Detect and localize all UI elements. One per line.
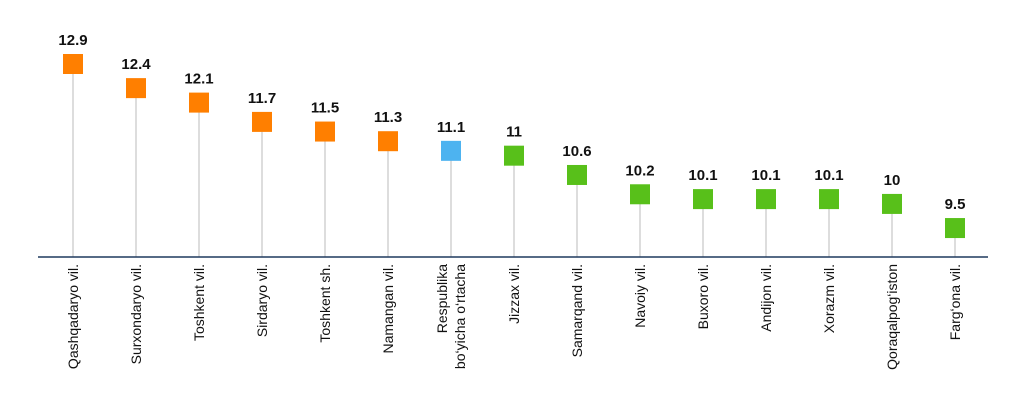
category-label: Samarqand vil. [569, 264, 585, 357]
category-label-text: Andijon vil. [758, 264, 774, 332]
category-label: Qashqadaryo vil. [65, 264, 81, 369]
data-value-label: 12.9 [58, 32, 87, 49]
data-point-marker [567, 164, 587, 185]
value-labels-group: 12.9 12.4 12.1 11.7 11.5 11.3 11.1 11 10.6 10.2 10… [58, 32, 965, 213]
category-label-text: Toshkent vil. [191, 264, 207, 341]
data-point-marker [756, 189, 776, 210]
category-label-text: Buxoro vil. [695, 264, 711, 329]
category-label-text: Qashqadaryo vil. [65, 264, 81, 369]
category-label-text: Toshkent sh. [317, 264, 333, 343]
category-label-text: Navoiy vil. [632, 264, 648, 328]
data-value-label: 10.1 [688, 167, 717, 184]
category-label: Jizzax vil. [506, 264, 522, 324]
data-value-label: 10.1 [751, 167, 780, 184]
category-label-text: Namangan vil. [380, 264, 396, 354]
category-label: Sirdaryo vil. [254, 264, 270, 337]
data-value-label: 11.1 [437, 119, 465, 136]
data-point-marker [693, 189, 713, 210]
category-label: Toshkent sh. [317, 264, 333, 343]
category-label: Toshkent vil. [191, 264, 207, 341]
data-value-label: 10.6 [562, 143, 591, 160]
category-label-text: Sirdaryo vil. [254, 264, 270, 337]
data-value-label: 10 [884, 172, 901, 189]
data-point-marker [504, 145, 524, 166]
data-value-label: 11.5 [311, 100, 339, 117]
category-label: Navoiy vil. [632, 264, 648, 328]
data-value-label: 12.1 [184, 71, 213, 88]
category-label-text: Xorazm vil. [821, 264, 837, 333]
data-point-marker [378, 131, 398, 152]
data-value-label: 11.7 [248, 90, 276, 107]
category-label: Namangan vil. [380, 264, 396, 354]
category-label: Xorazm vil. [821, 264, 837, 333]
category-label: Buxoro vil. [695, 264, 711, 329]
category-label-text: Jizzax vil. [506, 264, 522, 324]
data-point-marker [441, 140, 461, 161]
data-point-marker [315, 121, 335, 142]
category-label: Farg‘ona vil. [947, 264, 963, 340]
category-label: Surxondaryo vil. [128, 264, 144, 364]
data-point-marker [630, 184, 650, 205]
data-value-label: 12.4 [121, 56, 151, 73]
category-label-text: Qoraqalpog‘iston [884, 264, 900, 370]
category-label: Andijon vil. [758, 264, 774, 332]
data-point-marker [252, 111, 272, 132]
category-label-text: Samarqand vil. [569, 264, 585, 357]
data-value-label: 9.5 [945, 196, 966, 213]
data-value-label: 11.3 [374, 109, 402, 126]
data-value-label: 11 [506, 124, 522, 141]
category-labels-group: Qashqadaryo vil. Surxondaryo vil. Toshkent… [65, 264, 963, 370]
data-point-marker [126, 78, 146, 99]
category-label-line: Respublika [434, 264, 450, 333]
data-point-marker [945, 218, 965, 239]
data-value-label: 10.1 [814, 167, 843, 184]
category-label: Qoraqalpog‘iston [884, 264, 900, 370]
category-label-text: Farg‘ona vil. [947, 264, 963, 340]
category-label-line: bo‘yicha o‘rtacha [452, 264, 468, 369]
data-point-marker [819, 189, 839, 210]
data-point-marker [882, 193, 902, 214]
category-label-text: Surxondaryo vil. [128, 264, 144, 364]
category-label: Respublika bo‘yicha o‘rtacha [434, 264, 468, 369]
data-value-label: 10.2 [625, 162, 654, 179]
data-point-marker [63, 54, 83, 74]
markers-group [63, 54, 965, 239]
data-point-marker [189, 92, 209, 113]
